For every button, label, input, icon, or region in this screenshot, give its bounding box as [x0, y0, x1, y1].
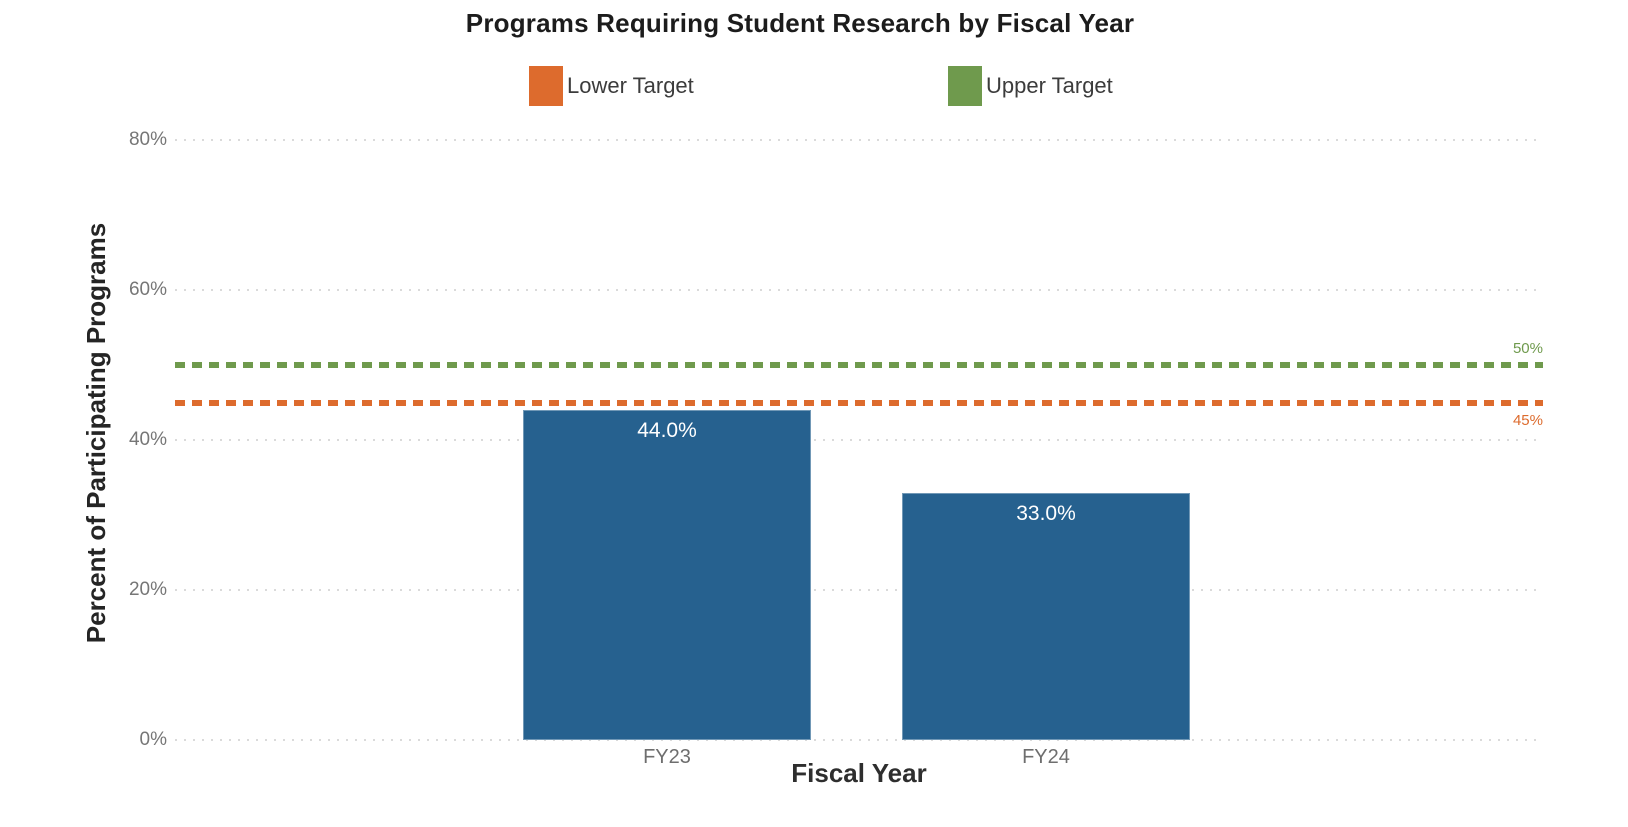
chart-title: Programs Requiring Student Research by F…: [465, 8, 1135, 38]
bar-fy23: 44.0%: [523, 410, 811, 740]
target-line-lower-target: [175, 399, 1543, 406]
y-tick-label: 60%: [128, 279, 167, 300]
target-label-50%: 50%: [1512, 340, 1543, 357]
gridline: [175, 139, 1543, 141]
bar-fy24: 33.0%: [902, 492, 1190, 740]
legend-label-upper-target: Upper Target: [986, 73, 1113, 98]
legend-label-lower-target: Lower Target: [567, 73, 694, 98]
y-tick-label: 40%: [128, 429, 167, 450]
upper-target-swatch-icon: [948, 66, 982, 106]
x-axis-title: Fiscal Year: [791, 758, 927, 788]
target-label-45%: 45%: [1512, 411, 1543, 429]
lower-target-swatch-icon: [529, 66, 563, 106]
gridline: [175, 589, 1543, 591]
legend: Lower Target Upper Target: [0, 66, 1628, 108]
legend-item-lower-target: Lower Target: [529, 66, 694, 106]
legend-item-upper-target: Upper Target: [948, 66, 1113, 106]
bar-value-label: 33.0%: [1016, 501, 1076, 525]
y-tick-label: 20%: [128, 579, 167, 600]
gridline: [175, 439, 1543, 441]
y-tick-label: 0%: [139, 729, 167, 750]
target-line-upper-target: [175, 362, 1543, 368]
x-tick-label: FY24: [1022, 746, 1070, 768]
gridline: [175, 289, 1543, 291]
y-tick-label: 80%: [128, 129, 167, 150]
gridline: [175, 739, 1543, 741]
bar-value-label: 44.0%: [637, 419, 697, 442]
x-tick-label: FY23: [643, 746, 691, 768]
